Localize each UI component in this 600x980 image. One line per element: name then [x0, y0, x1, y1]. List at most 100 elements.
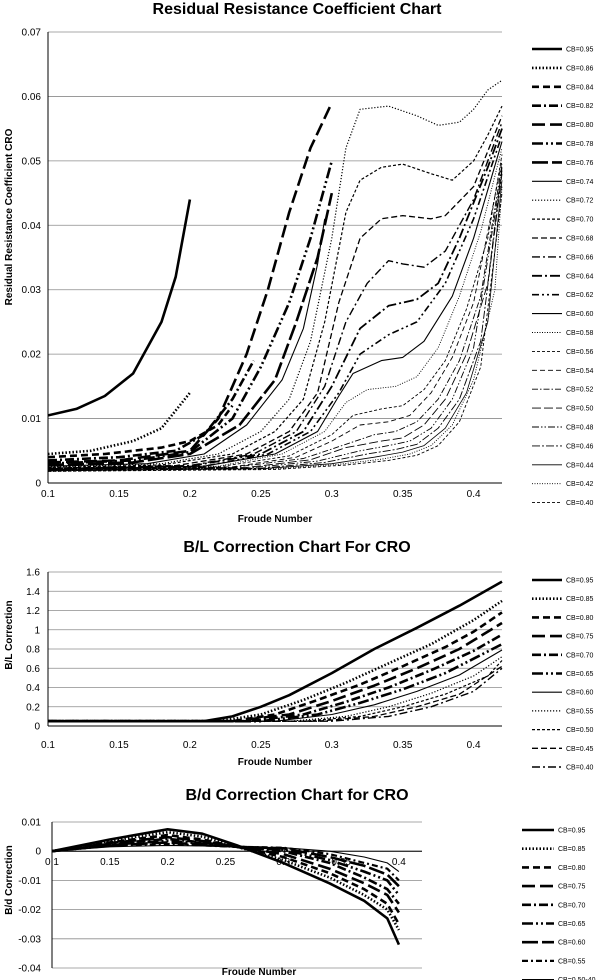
- x-tick-label: 0.25: [216, 857, 236, 868]
- y-tick-label: 0.05: [22, 156, 42, 167]
- legend-label: CB=0.52: [566, 387, 594, 394]
- series-line: [48, 621, 503, 723]
- series-line: [48, 180, 503, 472]
- series-line: [52, 835, 400, 914]
- series-line: [48, 611, 503, 723]
- legend-label: CB=0.95: [566, 47, 594, 54]
- legend-label: CB=0.46: [566, 443, 594, 450]
- y-tick-label: 1.4: [26, 587, 40, 598]
- x-tick-label: 0.1: [45, 857, 59, 868]
- series-line: [48, 665, 503, 722]
- x-tick-label: 0.4: [467, 740, 481, 751]
- legend-label: CB=0.74: [566, 179, 594, 186]
- legend-label: CB=0.65: [558, 921, 586, 928]
- x-tick-label: 0.15: [109, 489, 129, 500]
- x-tick-label: 0.2: [183, 489, 197, 500]
- series-line: [52, 833, 401, 925]
- y-tick-label: 1: [34, 625, 40, 636]
- legend-label: CB=0.48: [566, 425, 594, 432]
- legend-label: CB=0.55: [566, 708, 594, 715]
- legend-label: CB=0.64: [566, 273, 594, 280]
- y-tick-label: -0.04: [18, 964, 41, 975]
- chart-3: B/d Correction Chart for CRO -0.04 -0.03 -0…: [4, 787, 596, 980]
- legend-label: CB=0.62: [566, 292, 594, 299]
- y-tick-label: 0.06: [22, 92, 42, 103]
- y-tick-label: -0.03: [18, 934, 41, 945]
- legend-label: CB=0.45: [566, 746, 594, 753]
- y-tick-label: 0.03: [22, 285, 42, 296]
- legend-label: CB=0.95: [558, 828, 586, 835]
- y-tick-label: 0.6: [26, 664, 40, 675]
- series-line: [48, 160, 503, 471]
- legend-label: CB=0.72: [566, 198, 594, 205]
- x-tick-label: 0.35: [393, 489, 413, 500]
- y-tick-label: 0.02: [22, 350, 42, 361]
- legend-label: CB=0.60: [558, 940, 586, 947]
- x-tick-label: 0.4: [467, 489, 481, 500]
- legend-label: CB=0.85: [566, 596, 594, 603]
- x-tick-label: 0.3: [325, 489, 339, 500]
- legend-label: CB=0.70: [566, 217, 594, 224]
- chart-1: Residual Resistance Coefficient Chart 0 0.…: [4, 1, 594, 525]
- legend-label: CB=0.50: [566, 406, 594, 413]
- series-line: [48, 391, 191, 456]
- x-axis-label: Froude Number: [238, 514, 313, 525]
- legend-label: CB=0.80: [558, 865, 586, 872]
- series-line: [48, 170, 503, 472]
- legend-label: CB=0.78: [566, 141, 594, 148]
- series-line: [52, 837, 400, 905]
- x-tick-label: 0.2: [183, 740, 197, 751]
- y-axis-label: B/d Correction: [4, 845, 15, 914]
- legend-label: CB=0.40: [566, 500, 594, 507]
- legend-label: CB=0.70: [558, 902, 586, 909]
- legend-label: CB=0.55: [558, 958, 586, 965]
- series-line: [52, 842, 400, 882]
- series-line: [48, 128, 503, 470]
- series-line: [48, 199, 192, 417]
- x-tick-label: 0.35: [393, 740, 413, 751]
- series-line: [52, 830, 401, 931]
- series-line: [48, 359, 255, 462]
- y-tick-label: 0.07: [22, 28, 42, 39]
- series-line: [48, 580, 503, 723]
- y-tick-label: 1.2: [26, 606, 40, 617]
- y-tick-label: 0.8: [26, 645, 40, 656]
- legend-label: CB=0.54: [566, 368, 594, 375]
- y-tick-label: 0: [35, 847, 41, 858]
- legend-label: CB=0.80: [566, 122, 594, 129]
- series-line: [48, 633, 503, 723]
- y-tick-label: 0: [35, 479, 41, 490]
- legend-label: CB=0.84: [566, 84, 594, 91]
- legend-label: CB=0.44: [566, 462, 594, 469]
- legend-label: CB=0.60: [566, 311, 594, 318]
- y-tick-label: 0: [34, 722, 40, 733]
- legend-label: CB=0.95: [566, 578, 594, 585]
- series-line: [48, 115, 503, 469]
- legend-label: CB=0.80: [566, 615, 594, 622]
- series-line: [52, 828, 401, 946]
- chart-title: Residual Resistance Coefficient Chart: [153, 1, 443, 18]
- series-line: [48, 193, 503, 472]
- legend-label: CB=0.50-40: [558, 977, 596, 980]
- series-line: [48, 105, 503, 469]
- y-tick-label: -0.02: [18, 905, 41, 916]
- series-line: [48, 667, 503, 722]
- legend-label: CB=0.82: [566, 103, 594, 110]
- series-line: [48, 134, 503, 471]
- series-line: [48, 167, 503, 471]
- series-line: [48, 218, 326, 467]
- legend-label: CB=0.70: [566, 652, 594, 659]
- legend-label: CB=0.40: [566, 765, 594, 772]
- legend-label: CB=0.76: [566, 160, 594, 167]
- x-tick-label: 0.15: [100, 857, 120, 868]
- chart-title: B/L Correction Chart For CRO: [183, 539, 410, 556]
- x-tick-label: 0.1: [41, 740, 55, 751]
- y-tick-label: 0.2: [26, 702, 40, 713]
- legend-label: CB=0.75: [558, 884, 586, 891]
- legend: CB=0.95 CB=0.85 CB=0.80 CB=0.75 CB=0.70 CB=0.…: [522, 828, 596, 980]
- series-line: [48, 656, 503, 722]
- legend-label: CB=0.50: [566, 727, 594, 734]
- x-tick-label: 0.4: [392, 857, 406, 868]
- series-line: [48, 160, 334, 465]
- x-tick-label: 0.35: [331, 857, 351, 868]
